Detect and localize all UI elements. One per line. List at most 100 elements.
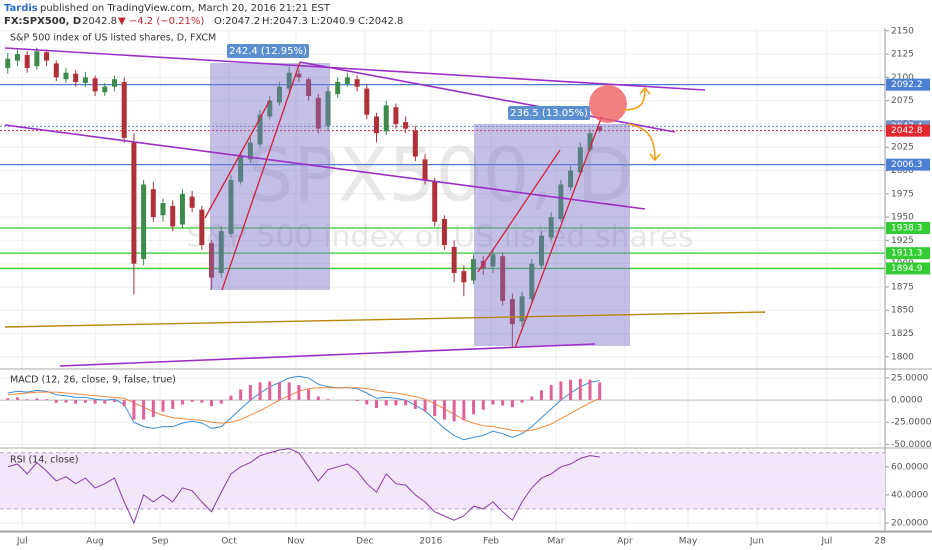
histogram-bar [277,382,281,401]
candle-body [344,77,350,84]
price-tag [886,247,930,260]
pane-title: RSI (14, close) [10,455,78,466]
histogram-bar [481,400,485,410]
candle-body [53,63,59,78]
y-tick-label: 40.0000 [891,490,928,500]
x-tick-label: Apr [617,537,633,547]
histogram-bar [219,400,223,404]
histogram-bar [74,400,78,404]
candle-body [568,170,574,188]
histogram-bar [64,400,68,403]
price-tag-label: 2092.2 [891,80,923,90]
histogram-bar [578,378,582,401]
histogram-bar [132,400,136,420]
candle-body [587,133,593,151]
x-tick-label: Aug [86,537,104,547]
histogram-bar [452,400,456,422]
histogram-bar [384,400,388,406]
candle-body [209,243,215,278]
x-tick-label: 28 [874,537,886,547]
histogram-bar [539,390,543,401]
candle-body [412,130,418,157]
y-tick-label: 1875 [891,282,914,292]
candle-body [296,73,302,78]
candle-body [150,189,156,218]
candle-body [441,218,447,246]
y-tick-label: 2025 [891,143,914,153]
candle-body [315,97,321,129]
histogram-bar [54,400,58,403]
candle-body [529,263,535,300]
histogram-bar [122,400,126,407]
histogram-bar [93,400,97,404]
x-tick-label: Sep [152,537,169,547]
histogram-bar [25,399,29,401]
measure-label: 242.4 (12.95%) [229,46,307,57]
indicator-line [7,448,600,525]
x-tick-label: Dec [356,537,373,547]
y-tick-label: 2125 [891,50,914,60]
histogram-bar [190,400,194,402]
arrow-up [621,86,651,111]
histogram-bar [35,398,39,401]
candle-body [374,116,380,134]
candle-body [112,79,118,87]
y-tick-label: 60.0000 [891,462,928,472]
candle-body [257,114,263,145]
candle-body [461,271,467,283]
indicator-line [7,375,600,441]
x-tick-label: 2016 [419,537,442,547]
histogram-bar [316,396,320,401]
histogram-bar [588,379,592,401]
price-tag [886,158,930,171]
y-tick-label: 1800 [891,352,914,362]
histogram-bar [200,400,204,403]
histogram-bar [248,385,252,401]
pane-title: MACD (12, 26, close, 9, false, true) [10,375,176,386]
measure-label: 236.5 (13.05%) [510,108,588,119]
change: ▼ −4.2 (−0.21%) [118,16,204,27]
price-tag-label: 2042.8 [891,126,923,136]
candle-body [306,79,312,96]
candle-body [218,231,224,273]
author[interactable]: Tardis [4,3,38,14]
indicator-line [7,387,600,432]
histogram-bar [491,400,495,405]
x-tick-label: Mar [548,537,565,547]
histogram-bar [103,400,107,404]
histogram-bar [569,379,573,401]
candle-body [199,209,205,246]
candle-body [325,91,331,126]
histogram-bar [472,400,476,415]
close: C:2042.8 [358,16,403,27]
y-tick-label: 2100 [891,73,914,83]
rsi-band [0,452,885,509]
histogram-bar [404,400,408,406]
candle-body [519,296,525,322]
candle-body [490,254,496,267]
candle-body [14,54,20,61]
histogram-bar [365,400,369,405]
price-tag-label: 1938.3 [891,223,923,233]
arrow-down [627,123,661,162]
candle-body [179,193,185,225]
y-tick-label: 25.0000 [891,373,928,383]
histogram-bar [161,400,165,412]
price-tag-label: 2006.3 [891,160,923,170]
price-tag [886,221,930,234]
histogram-bar [210,400,214,407]
candle-body [500,256,506,301]
histogram-bar [394,400,398,406]
histogram-bar [171,400,175,409]
x-tick-label: Nov [287,537,305,547]
histogram-bar [258,382,262,401]
histogram-bar [442,400,446,420]
measure-box [474,124,630,346]
candle-body [364,88,370,115]
candle-body [34,51,40,67]
open: O:2047.2 [214,16,260,27]
y-tick-label: 1975 [891,189,914,199]
x-tick-label: Jun [749,537,764,547]
histogram-bar [180,400,184,405]
